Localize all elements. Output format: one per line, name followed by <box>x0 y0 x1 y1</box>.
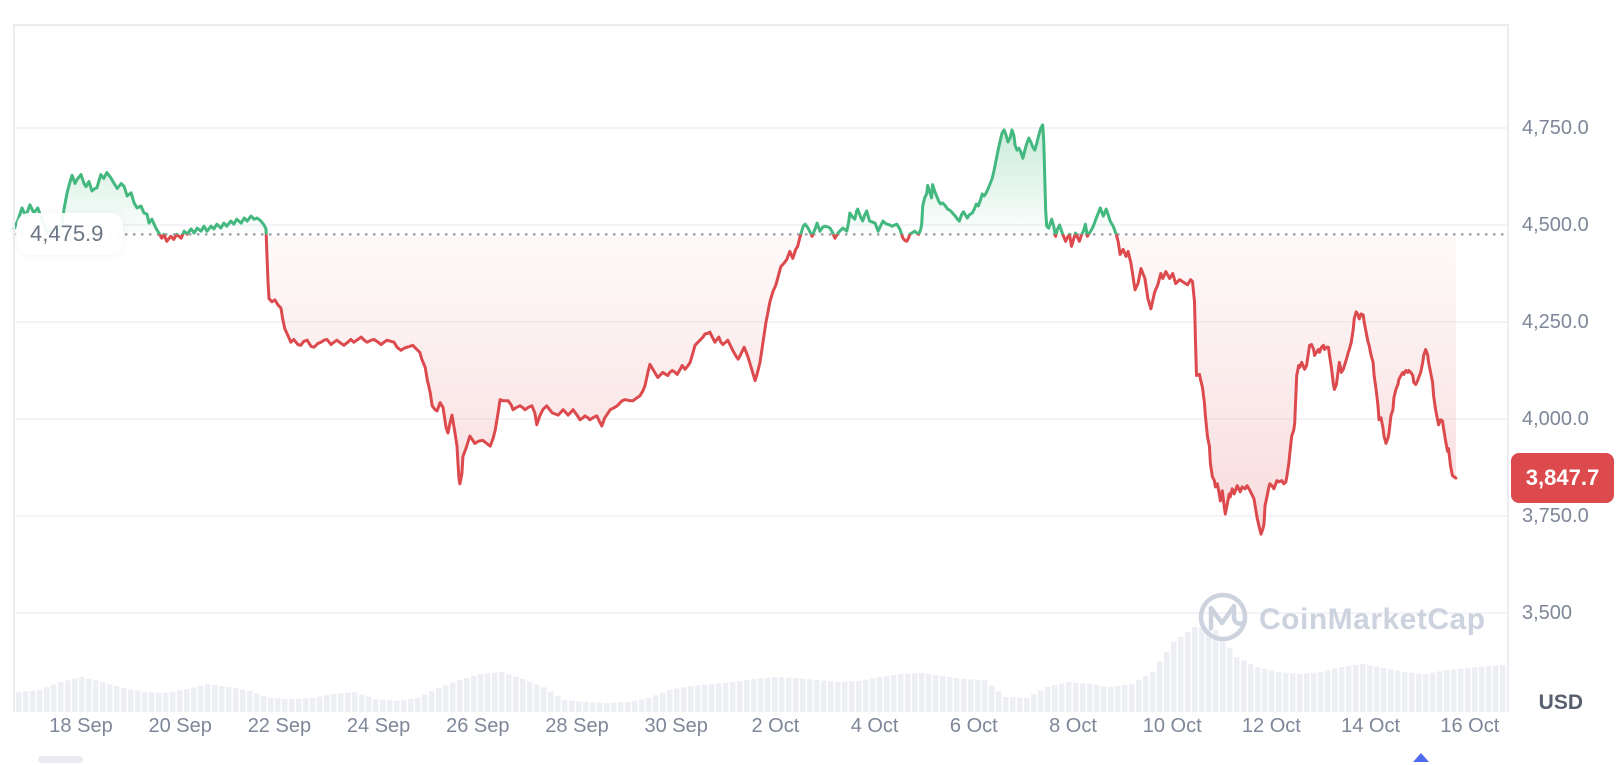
y-axis-tick-label: 4,250.0 <box>1522 311 1589 333</box>
x-axis-tick-label: 22 Sep <box>247 715 312 737</box>
x-axis-tick-label: 2 Oct <box>751 715 800 737</box>
timeline-scrollbar-thumb[interactable] <box>38 756 83 763</box>
x-axis-tick-label: 18 Sep <box>49 715 113 737</box>
plot-frame <box>13 24 1509 712</box>
last-price-badge: 3,847.7 <box>1511 453 1614 504</box>
y-axis-tick-label: 3,750.0 <box>1522 505 1589 527</box>
price-line-up-segment <box>12 123 1118 235</box>
y-axis-tick-label: 3,500 <box>1522 602 1573 624</box>
x-axis-tick-label: 26 Sep <box>446 715 510 737</box>
baseline-price-label: 4,475.9 <box>17 213 123 256</box>
y-axis-tick-label: 4,000.0 <box>1522 408 1589 430</box>
area-fill-below-baseline <box>14 234 1456 535</box>
x-axis-tick-label: 30 Sep <box>644 715 708 737</box>
currency-unit-label: USD <box>1538 691 1583 714</box>
x-axis-tick-label: 12 Oct <box>1241 715 1301 737</box>
x-axis-tick-label: 10 Oct <box>1142 715 1202 737</box>
x-axis-tick-label: 14 Oct <box>1341 715 1401 737</box>
y-axis-tick-label: 4,750.0 <box>1522 117 1589 139</box>
x-axis-tick-label: 24 Sep <box>346 715 411 737</box>
coinmarketcap-watermark: CoinMarketCap <box>1198 592 1486 642</box>
x-axis-tick-label: 20 Sep <box>148 715 212 737</box>
x-axis-tick-label: 28 Sep <box>545 715 609 737</box>
volume-bars <box>16 627 1506 712</box>
x-axis-tick-label: 6 Oct <box>949 715 998 737</box>
x-axis-tick-label: 16 Oct <box>1440 715 1500 737</box>
watermark-text: CoinMarketCap <box>1259 603 1486 636</box>
x-axis-tick-label: 8 Oct <box>1049 715 1097 737</box>
event-marker-icon[interactable] <box>1413 753 1429 762</box>
y-axis-tick-label: 4,500.0 <box>1522 214 1589 236</box>
x-axis-tick-label: 4 Oct <box>850 715 899 737</box>
coinmarketcap-logo-icon <box>1208 603 1248 631</box>
price-line-down-segment <box>157 234 1458 536</box>
